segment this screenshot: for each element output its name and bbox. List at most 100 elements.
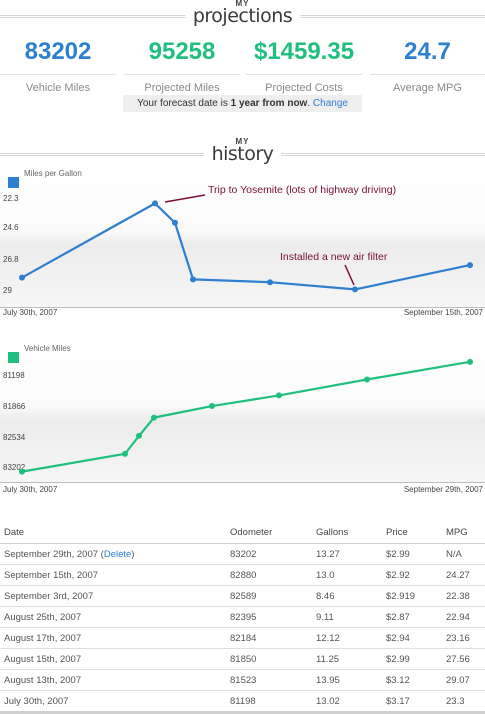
row-odometer: 82184 (226, 627, 312, 649)
row-date-cell: August 17th, 2007 (0, 627, 226, 649)
data-point (19, 274, 25, 281)
row-price: $2.87 (382, 606, 442, 628)
table-row: August 25th, 2007 82395 9.11 $2.87 22.94 (0, 606, 485, 628)
row-gallons: 13.02 (312, 690, 382, 714)
projections-word: projections (192, 5, 293, 27)
y-tick-label: 81866 (3, 402, 26, 411)
col-date: Date (0, 522, 226, 544)
row-date: September 15th, 2007 (4, 569, 99, 581)
row-date-cell: September 15th, 2007 (0, 564, 226, 586)
legend-swatch (8, 352, 19, 363)
data-point (352, 286, 358, 293)
miles-x-start-label: July 30th, 2007 (3, 485, 58, 494)
data-point (19, 468, 25, 475)
stat-average-mpg: 24.7 Average MPG (370, 38, 485, 95)
annotation-label: Installed a new air filter (280, 251, 388, 263)
data-point (209, 403, 215, 410)
projections-header: MY projections (0, 0, 485, 32)
row-date-cell: August 25th, 2007 (0, 606, 226, 628)
row-gallons: 12.12 (312, 627, 382, 649)
annotation-label: Trip to Yosemite (lots of highway drivin… (208, 184, 396, 196)
legend-swatch (8, 177, 19, 188)
stat-value: 95258 (148, 38, 216, 65)
row-odometer: 83202 (226, 543, 312, 565)
history-my-label: MY (235, 137, 250, 146)
legend-label: Vehicle Miles (24, 344, 71, 353)
data-point (267, 279, 273, 286)
row-price: $3.12 (382, 669, 442, 691)
delete-entry-link[interactable]: Delete (103, 548, 132, 560)
mpg-chart: Miles per Gallon 22.3 24.6 26.8 29 Trip to Yo… (0, 168, 485, 320)
row-date-cell: July 30th, 2007 (0, 690, 226, 714)
row-mpg: 23.16 (442, 627, 485, 649)
series-line (21, 360, 471, 473)
y-tick-label: 29 (3, 286, 12, 295)
row-date: July 30th, 2007 (4, 695, 69, 707)
row-mpg: 24.27 (442, 564, 485, 586)
row-date-cell: August 15th, 2007 (0, 648, 226, 670)
vehicle-miles-chart-canvas: Vehicle Miles 81198 81866 82534 83202 (0, 343, 485, 483)
row-odometer: 82395 (226, 606, 312, 628)
row-price: $2.99 (382, 543, 442, 565)
row-price: $2.94 (382, 627, 442, 649)
row-date: August 17th, 2007 (4, 632, 82, 644)
row-gallons: 13.0 (312, 564, 382, 586)
row-mpg: 27.56 (442, 648, 485, 670)
legend-label: Miles per Gallon (24, 169, 82, 178)
stat-vehicle-miles: 83202 Vehicle Miles (0, 38, 116, 95)
y-tick-label: 22.3 (3, 194, 19, 203)
stat-value: $1459.35 (253, 38, 355, 65)
row-odometer: 82589 (226, 585, 312, 607)
data-point (152, 200, 158, 207)
row-date-cell: September 3rd, 2007 (0, 585, 226, 607)
stat-label: Average MPG (370, 74, 485, 95)
forecast-period: 1 year from now (230, 98, 308, 109)
y-tick-label: 26.8 (3, 255, 19, 264)
stat-label: Projected Miles (124, 74, 240, 95)
annotation-pointer (344, 264, 355, 286)
forecast-prefix: Your forecast date is (137, 98, 231, 109)
miles-x-end-label: September 29th, 2007 (403, 485, 483, 494)
stat-value: 24.7 (404, 38, 451, 65)
row-gallons: 9.11 (312, 606, 382, 628)
history-header: MY history (0, 138, 485, 170)
data-point (122, 450, 128, 457)
row-odometer: 81850 (226, 648, 312, 670)
row-price: $2.99 (382, 648, 442, 670)
data-point (172, 219, 178, 226)
data-point (190, 276, 196, 283)
row-date-cell: September 29th, 2007 (Delete) (0, 543, 226, 565)
table-row: August 15th, 2007 81850 11.25 $2.99 27.56 (0, 648, 485, 670)
row-mpg: 22.38 (442, 585, 485, 607)
table-row: September 29th, 2007 (Delete) 83202 13.27 $… (0, 543, 485, 565)
data-point (467, 358, 473, 365)
table-row: August 13th, 2007 81523 13.95 $3.12 29.07 (0, 669, 485, 691)
forecast-suffix: . (307, 98, 313, 109)
row-price: $2.92 (382, 564, 442, 586)
row-odometer: 81198 (226, 690, 312, 714)
table-row: August 17th, 2007 82184 12.12 $2.94 23.16 (0, 627, 485, 649)
row-date: August 15th, 2007 (4, 653, 82, 665)
projections-title: MY projections (184, 0, 301, 27)
y-tick-label: 81198 (3, 371, 25, 380)
row-gallons: 11.25 (312, 648, 382, 670)
col-mpg: MPG (442, 522, 485, 544)
vehicle-miles-chart: Vehicle Miles 81198 81866 82534 83202 July 3… (0, 343, 485, 495)
data-point (136, 432, 142, 439)
data-point (276, 392, 282, 399)
stat-projected-costs: $1459.35 Projected Costs (246, 38, 362, 95)
history-word: history (211, 143, 274, 165)
row-mpg: 23.3 (442, 690, 485, 714)
row-date: August 25th, 2007 (4, 611, 82, 623)
row-mpg: N/A (442, 543, 485, 565)
table-row: July 30th, 2007 81198 13.02 $3.17 23.3 (0, 690, 485, 714)
history-title: MY history (203, 137, 282, 165)
mpg-x-start-label: July 30th, 2007 (3, 308, 58, 317)
change-forecast-link[interactable]: Change (312, 98, 348, 109)
table-row: September 3rd, 2007 82589 8.46 $2.919 22.38 (0, 585, 485, 607)
y-tick-label: 24.6 (3, 223, 19, 232)
col-odometer: Odometer (226, 522, 312, 544)
row-date: August 13th, 2007 (4, 674, 82, 686)
data-point (364, 376, 370, 383)
stat-label: Vehicle Miles (0, 74, 116, 95)
